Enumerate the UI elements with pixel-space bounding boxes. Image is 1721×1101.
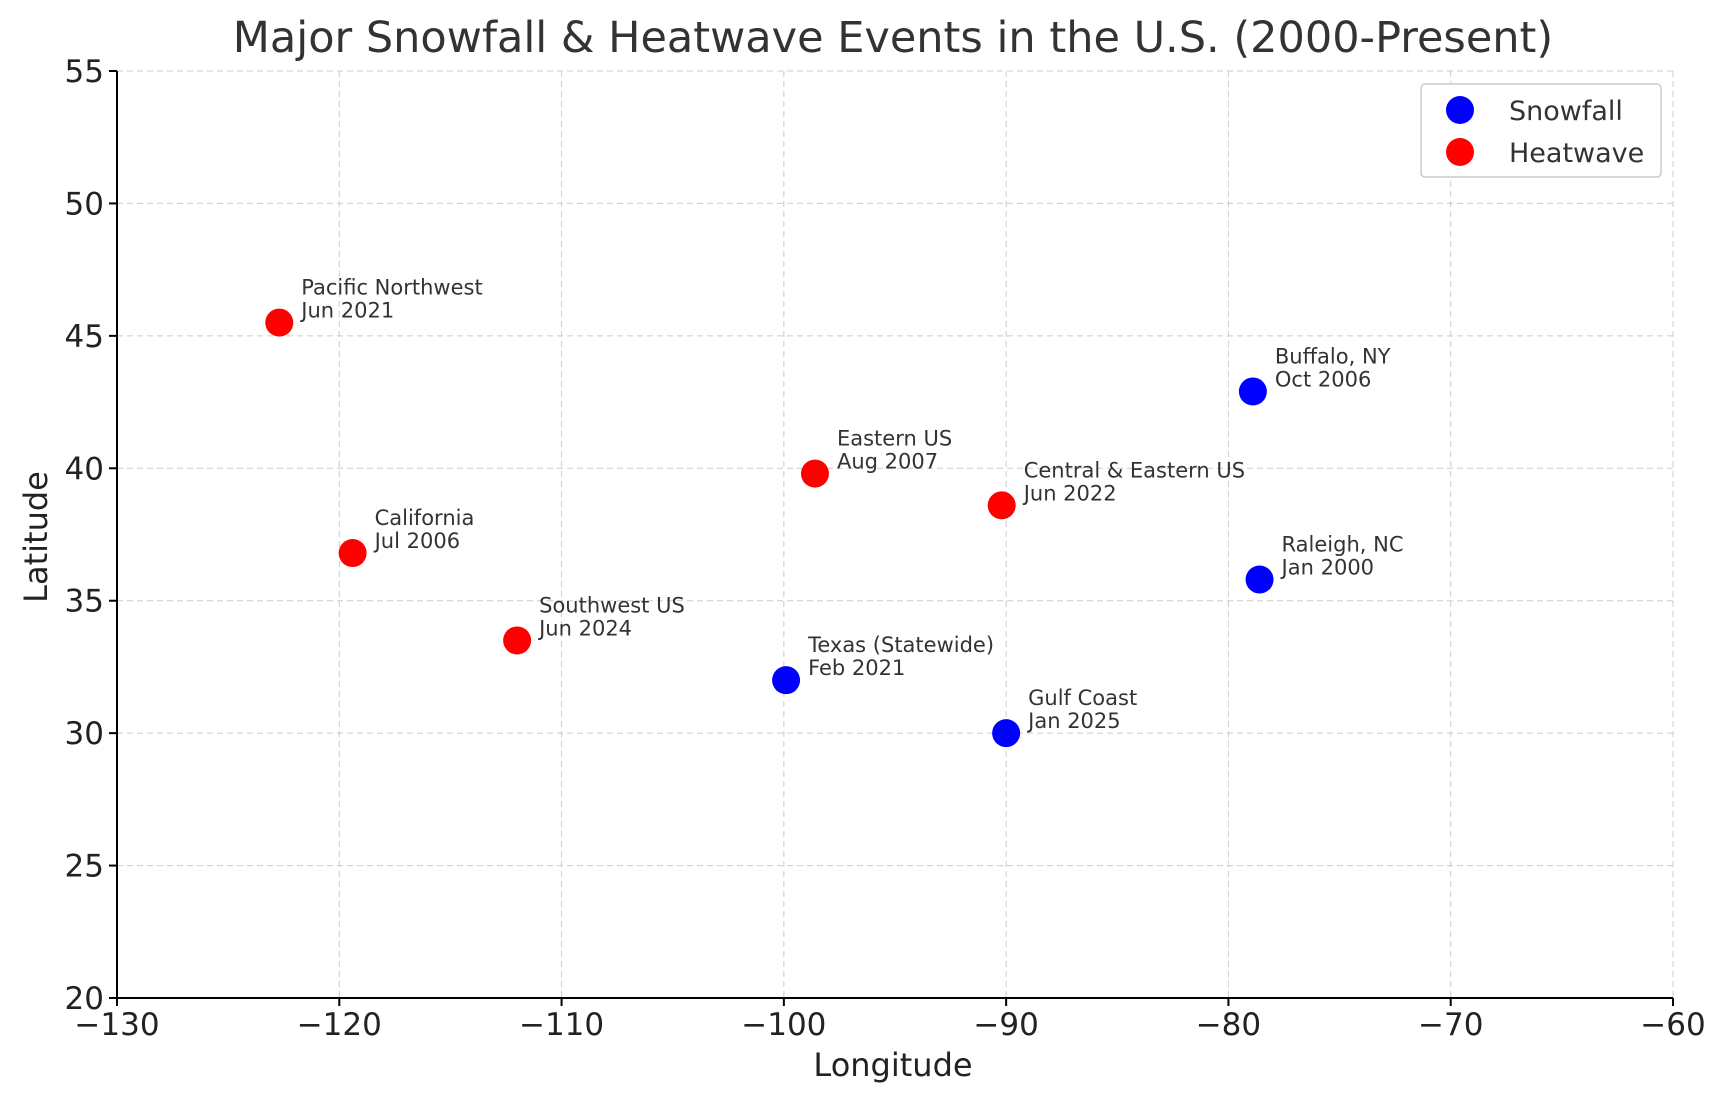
grid-lines [117, 70, 1674, 998]
y-tick-label: 30 [65, 716, 104, 752]
legend: Snowfall Heatwave [1420, 83, 1662, 178]
snowfall-point-label: Texas (Statewide) Feb 2021 [807, 633, 994, 680]
snowfall-point [772, 666, 801, 695]
y-tick-label: 40 [65, 451, 104, 487]
point-label-date: Jul 2006 [373, 529, 460, 553]
x-tick-label: −60 [1640, 1007, 1705, 1043]
heatwave-point [265, 308, 294, 337]
y-tick-label: 45 [65, 319, 104, 355]
snowfall-point [992, 719, 1021, 748]
point-label-location: Raleigh, NC [1282, 533, 1404, 557]
heatwave-point-label: Southwest US Jun 2024 [537, 593, 685, 640]
legend-marker-heatwave [1446, 138, 1474, 166]
x-axis-label: Longitude [813, 1046, 972, 1084]
x-tick-label: −110 [519, 1007, 604, 1043]
point-label-date: Jun 2021 [299, 299, 394, 323]
x-tick-label: −100 [741, 1007, 826, 1043]
y-tick-label: 55 [65, 54, 104, 90]
point-label-location: Pacific Northwest [301, 276, 482, 300]
heatwave-point-label: California Jul 2006 [373, 506, 475, 553]
heatwave-point [987, 491, 1016, 520]
point-label-location: Buffalo, NY [1275, 344, 1391, 368]
point-label-location: Gulf Coast [1028, 686, 1137, 710]
legend-label-snowfall: Snowfall [1509, 96, 1623, 127]
legend-label-heatwave: Heatwave [1509, 138, 1644, 169]
x-tick-label: −90 [973, 1007, 1038, 1043]
y-tick-label: 50 [65, 186, 104, 222]
y-tick-label: 20 [65, 981, 104, 1017]
axes [116, 71, 1673, 999]
snowfall-point-label: Buffalo, NY Oct 2006 [1275, 344, 1391, 391]
point-label-location: California [375, 506, 475, 530]
heatwave-point-label: Eastern US Aug 2007 [837, 427, 952, 474]
heatwave-point-label: Pacific Northwest Jun 2021 [299, 276, 482, 323]
snowfall-point [1238, 377, 1267, 406]
point-label-date: Oct 2006 [1275, 367, 1371, 391]
heatwave-point [800, 459, 829, 488]
point-label-date: Jan 2000 [1280, 556, 1375, 580]
point-label-date: Feb 2021 [808, 656, 905, 680]
heatwave-point [338, 539, 367, 568]
legend-marker-snowfall [1446, 96, 1474, 124]
x-tick-label: −130 [74, 1007, 159, 1043]
snowfall-point [1245, 565, 1274, 594]
point-label-location: Eastern US [837, 427, 952, 451]
point-label-date: Aug 2007 [837, 450, 938, 474]
point-label-date: Jun 2022 [1022, 481, 1117, 505]
x-tick-label: −120 [297, 1007, 382, 1043]
point-annotations: Buffalo, NY Oct 2006 Raleigh, NC Jan 2000 Te… [299, 276, 1403, 734]
point-label-location: Central & Eastern US [1024, 458, 1245, 482]
y-tick-label: 35 [65, 584, 104, 620]
tick-labels: −130 −120 −110 −100 −90 −80 −70 −60 20 25 30 35 40 45… [65, 54, 1706, 1043]
point-label-location: Southwest US [539, 593, 685, 617]
x-tick-label: −70 [1418, 1007, 1483, 1043]
y-axis-label: Latitude [17, 471, 55, 603]
chart-title: Major Snowfall & Heatwave Events in the … [233, 13, 1553, 63]
snowfall-point-label: Gulf Coast Jan 2025 [1026, 686, 1137, 733]
point-label-location: Texas (Statewide) [807, 633, 994, 657]
x-tick-label: −80 [1196, 1007, 1261, 1043]
heatwave-point [503, 626, 532, 655]
data-points [265, 308, 1274, 748]
point-label-date: Jun 2024 [537, 616, 632, 640]
point-label-date: Jan 2025 [1026, 709, 1121, 733]
heatwave-point-label: Central & Eastern US Jun 2022 [1022, 458, 1245, 505]
legend-box [1420, 83, 1662, 178]
snowfall-point-label: Raleigh, NC Jan 2000 [1280, 533, 1404, 580]
y-tick-label: 25 [65, 849, 104, 885]
